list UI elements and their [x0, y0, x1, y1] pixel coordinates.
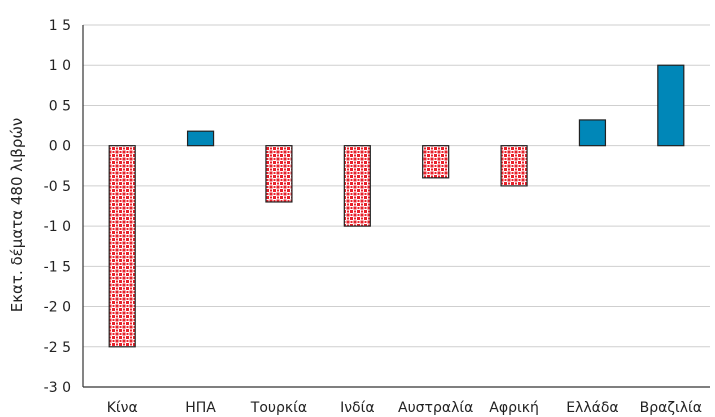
bar — [186, 130, 215, 147]
x-tick-label: Ελλάδα — [566, 400, 618, 416]
x-tick-label: Αυστραλία — [398, 400, 473, 416]
y-tick-label: 1 0 — [49, 58, 71, 74]
y-tick-label: -2 5 — [44, 340, 71, 356]
axes — [82, 25, 710, 388]
x-tick-label: ΗΠΑ — [185, 400, 216, 416]
y-tick-label: 0 0 — [49, 139, 71, 155]
x-tick-label: Τουρκία — [250, 400, 307, 416]
x-tick-label: Βραζιλία — [640, 400, 702, 416]
gridlines — [83, 24, 710, 388]
y-tick-label: -2 0 — [44, 300, 71, 316]
bar — [657, 64, 685, 147]
bar — [108, 145, 136, 348]
x-tick-labels: Κίνα ΗΠΑ Τουρκία Ινδία Αυστραλία Αφρική Ελλάδα… — [107, 400, 702, 416]
x-tick-label: Αφρική — [489, 400, 539, 416]
x-tick-label: Ινδία — [340, 400, 374, 416]
y-tick-label: -1 0 — [44, 219, 71, 235]
bar — [500, 145, 528, 187]
bars — [108, 64, 685, 348]
bar — [265, 145, 293, 203]
y-axis-title: Εκατ. δέματα 480 λιβρών — [8, 118, 26, 313]
y-tick-label: -0 5 — [44, 179, 71, 195]
bar — [578, 119, 607, 147]
y-tick-label: -1 5 — [44, 259, 71, 275]
y-tick-label: 1 5 — [49, 18, 71, 34]
bar — [422, 145, 450, 179]
y-tick-labels: 1 5 1 0 0 5 0 0 -0 5 -1 0 -1 5 -2 0 -2 5 -3 0 — [44, 18, 71, 396]
y-tick-label: 0 5 — [49, 98, 71, 114]
x-tick-label: Κίνα — [107, 400, 138, 416]
bar — [343, 145, 371, 227]
y-tick-label: -3 0 — [44, 380, 71, 396]
